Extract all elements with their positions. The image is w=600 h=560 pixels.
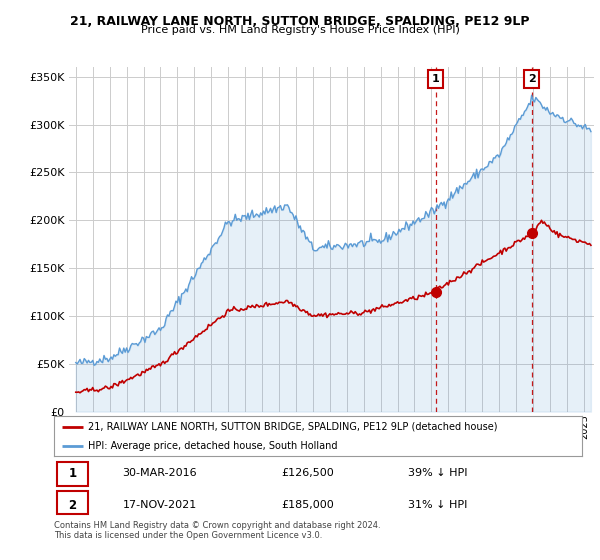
Text: 2: 2 [68, 498, 77, 512]
Bar [56, 491, 88, 515]
Text: 17-NOV-2021: 17-NOV-2021 [122, 500, 197, 510]
Text: 21, RAILWAY LANE NORTH, SUTTON BRIDGE, SPALDING, PE12 9LP (detached house): 21, RAILWAY LANE NORTH, SUTTON BRIDGE, S… [88, 422, 498, 432]
Text: 2: 2 [528, 74, 536, 83]
Text: 1: 1 [432, 74, 440, 83]
Bar [56, 462, 88, 486]
Text: £126,500: £126,500 [281, 468, 334, 478]
Text: 30-MAR-2016: 30-MAR-2016 [122, 468, 197, 478]
Text: 39% ↓ HPI: 39% ↓ HPI [408, 468, 467, 478]
Text: Contains HM Land Registry data © Crown copyright and database right 2024.: Contains HM Land Registry data © Crown c… [54, 521, 380, 530]
Text: 1: 1 [68, 467, 77, 480]
Text: This data is licensed under the Open Government Licence v3.0.: This data is licensed under the Open Gov… [54, 531, 322, 540]
Text: Price paid vs. HM Land Registry's House Price Index (HPI): Price paid vs. HM Land Registry's House … [140, 25, 460, 35]
Text: £185,000: £185,000 [281, 500, 334, 510]
Text: HPI: Average price, detached house, South Holland: HPI: Average price, detached house, Sout… [88, 441, 338, 451]
Text: 21, RAILWAY LANE NORTH, SUTTON BRIDGE, SPALDING, PE12 9LP: 21, RAILWAY LANE NORTH, SUTTON BRIDGE, S… [70, 15, 530, 28]
Text: 31% ↓ HPI: 31% ↓ HPI [408, 500, 467, 510]
